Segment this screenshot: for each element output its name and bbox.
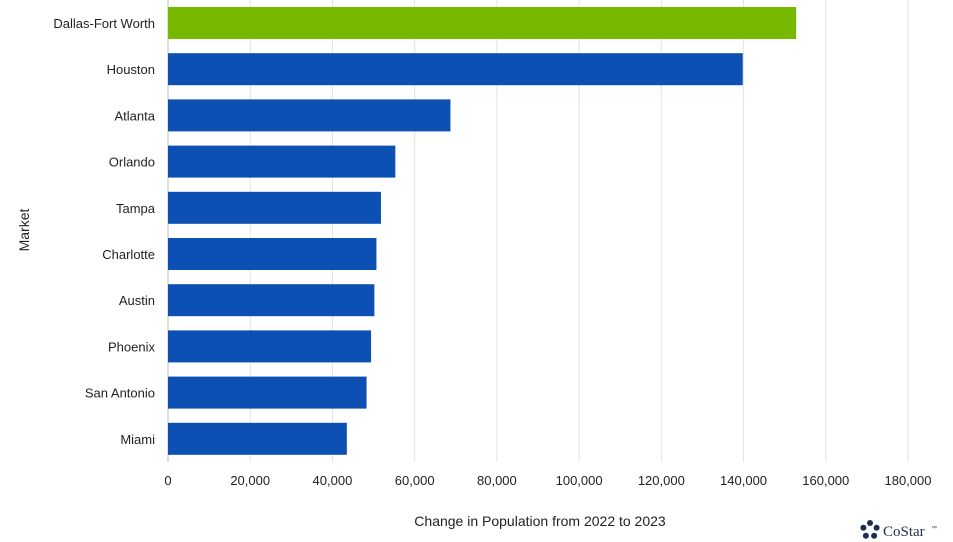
category-label: Dallas-Fort Worth xyxy=(53,16,155,31)
bar xyxy=(168,238,377,270)
bar xyxy=(168,330,372,363)
category-label: Orlando xyxy=(109,155,155,170)
category-label: Houston xyxy=(107,62,155,77)
bar xyxy=(168,284,375,317)
bar xyxy=(168,53,743,86)
category-label: Phoenix xyxy=(108,339,155,354)
logo-text: CoStar xyxy=(883,524,925,540)
category-label: San Antonio xyxy=(85,386,155,401)
bar xyxy=(168,422,347,455)
x-tick-label: 180,000 xyxy=(885,473,932,488)
bar xyxy=(168,376,367,409)
category-label: Austin xyxy=(119,293,155,308)
category-label: Atlanta xyxy=(115,108,156,123)
x-axis-title: Change in Population from 2022 to 2023 xyxy=(414,513,666,529)
x-tick-label: 160,000 xyxy=(802,473,849,488)
y-axis-title: Market xyxy=(16,209,32,252)
x-tick-label: 100,000 xyxy=(556,473,603,488)
category-label: Tampa xyxy=(116,201,156,216)
logo-trademark: ™ xyxy=(931,525,937,532)
bar xyxy=(168,191,381,224)
x-tick-labels: 0 20,000 40,000 60,000 80,000 100,000 120,000 1… xyxy=(164,473,931,488)
costar-logo: CoStar ™ xyxy=(860,520,937,540)
x-tick-label: 140,000 xyxy=(720,473,767,488)
bar xyxy=(168,99,451,132)
category-labels: Dallas-Fort Worth Houston Atlanta Orlando Ta… xyxy=(53,16,155,447)
x-tick-label: 40,000 xyxy=(313,473,353,488)
x-tick-label: 60,000 xyxy=(395,473,435,488)
costar-star-icon xyxy=(860,520,880,539)
bars xyxy=(168,7,797,455)
category-label: Miami xyxy=(120,432,155,447)
x-tick-label: 80,000 xyxy=(477,473,517,488)
x-tick-label: 120,000 xyxy=(638,473,685,488)
x-tick-label: 20,000 xyxy=(230,473,270,488)
bar xyxy=(168,7,797,39)
category-label: Charlotte xyxy=(102,247,155,262)
bar xyxy=(168,145,396,178)
x-tick-label: 0 xyxy=(164,473,171,488)
